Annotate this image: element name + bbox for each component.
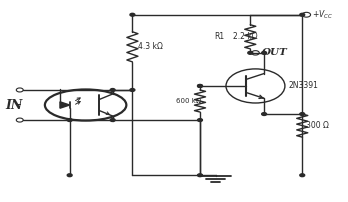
Circle shape [300, 113, 304, 116]
Circle shape [262, 113, 267, 116]
Text: R1: R1 [214, 32, 224, 41]
Text: 300 Ω: 300 Ω [306, 121, 329, 130]
Polygon shape [60, 102, 70, 108]
Circle shape [130, 13, 135, 16]
Circle shape [198, 119, 203, 121]
Circle shape [67, 119, 72, 121]
Circle shape [198, 85, 203, 87]
Circle shape [110, 88, 115, 91]
Circle shape [130, 88, 135, 91]
Text: +$V_{CC}$: +$V_{CC}$ [312, 8, 333, 21]
Text: OUT: OUT [262, 48, 287, 57]
Text: -: - [17, 99, 21, 112]
Circle shape [67, 174, 72, 177]
Text: 600 kΩ: 600 kΩ [176, 98, 201, 104]
Circle shape [198, 85, 203, 87]
Circle shape [300, 174, 304, 177]
Circle shape [262, 52, 267, 54]
Text: 2.2 kΩ: 2.2 kΩ [233, 32, 258, 41]
Circle shape [110, 119, 115, 121]
Circle shape [198, 174, 203, 177]
Text: 2N3391: 2N3391 [288, 81, 318, 90]
Circle shape [248, 52, 253, 54]
Circle shape [300, 13, 304, 16]
Text: 4.3 kΩ: 4.3 kΩ [137, 42, 163, 51]
Text: IN: IN [5, 99, 22, 112]
